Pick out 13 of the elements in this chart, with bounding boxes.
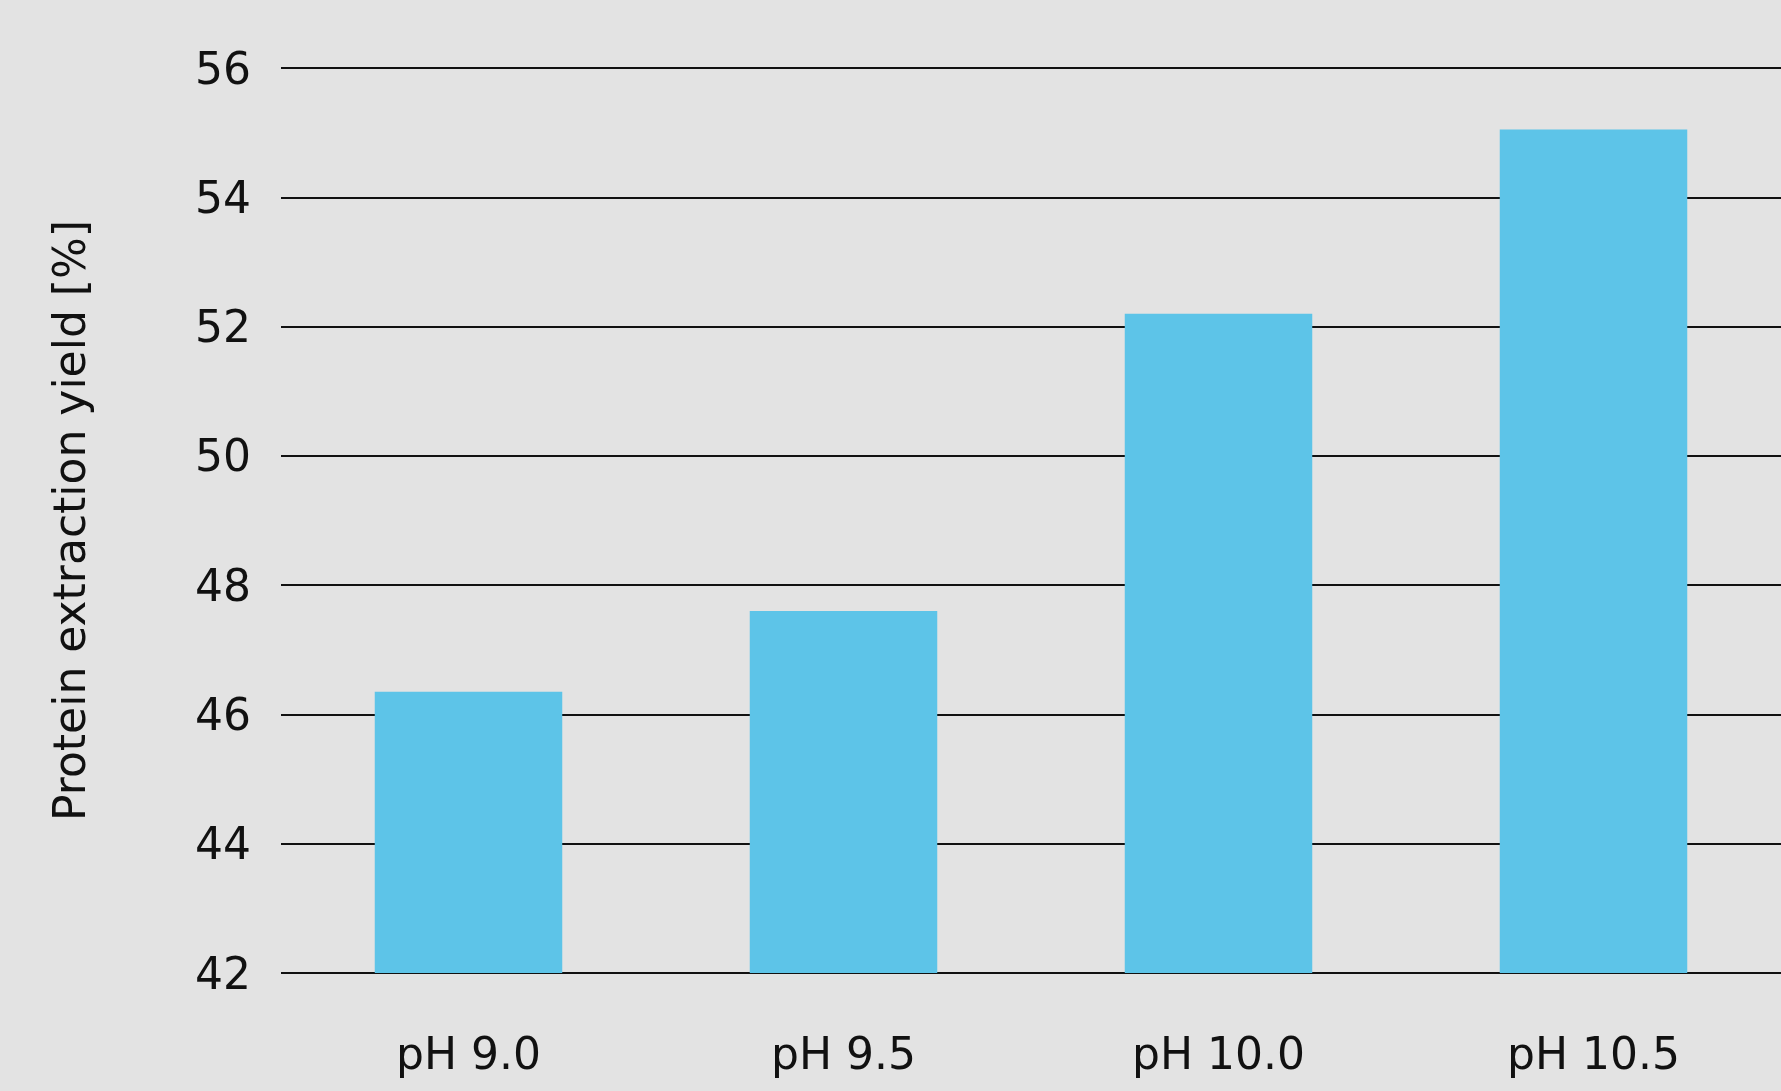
x-tick-label: pH 10.5 bbox=[1507, 1027, 1680, 1079]
y-axis-title: Protein extraction yield [%] bbox=[43, 220, 95, 821]
y-tick-label: 56 bbox=[195, 42, 251, 94]
y-tick-label: 50 bbox=[195, 430, 251, 482]
y-tick-label: 54 bbox=[195, 171, 251, 223]
x-tick-label: pH 9.5 bbox=[771, 1027, 916, 1079]
x-tick-label: pH 10.0 bbox=[1132, 1027, 1305, 1079]
y-tick-label: 44 bbox=[195, 818, 251, 870]
y-tick-label: 52 bbox=[195, 301, 251, 353]
y-tick-label: 46 bbox=[195, 688, 251, 740]
y-tick-label: 48 bbox=[195, 559, 251, 611]
x-tick-label: pH 9.0 bbox=[396, 1027, 541, 1079]
y-tick-label: 42 bbox=[195, 947, 251, 999]
